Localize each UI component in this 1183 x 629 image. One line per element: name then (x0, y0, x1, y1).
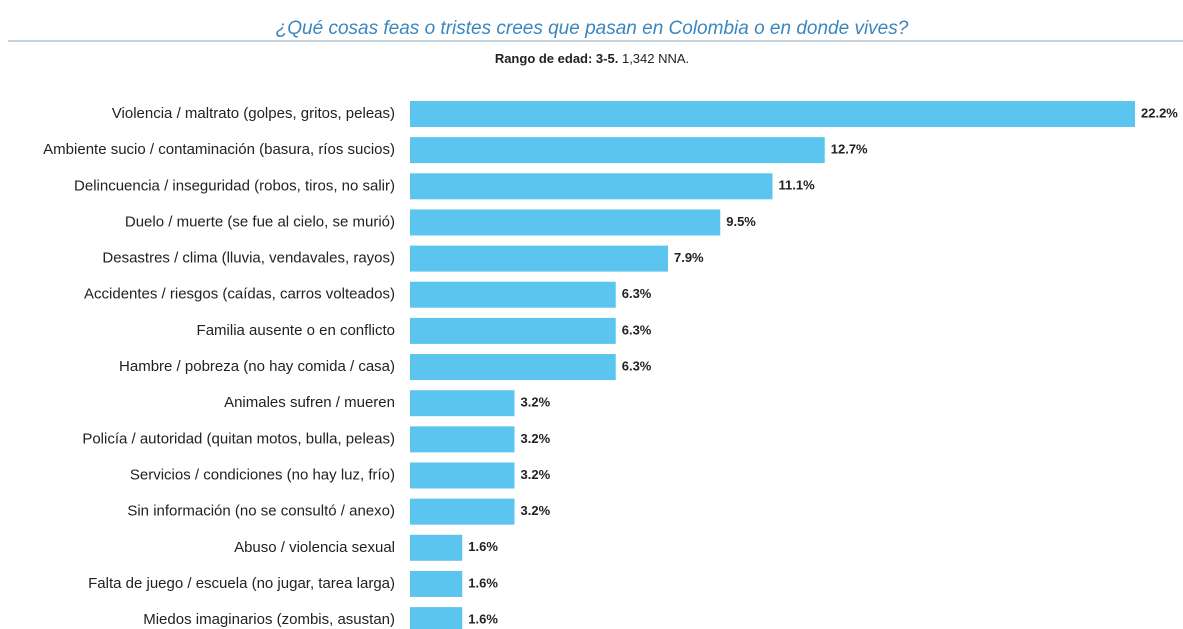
bar (410, 390, 515, 417)
bar (410, 534, 463, 561)
bar (410, 209, 721, 236)
category-label: Violencia / maltrato (golpes, gritos, pe… (112, 105, 395, 122)
value-label: 1.6% (468, 612, 498, 627)
bar (410, 317, 616, 344)
value-label: 7.9% (674, 250, 704, 265)
bar (410, 462, 515, 489)
category-label: Miedos imaginarios (zombis, asustan) (143, 611, 395, 628)
bar (410, 498, 515, 525)
subtitle-bold: Rango de edad: 3-5. (495, 51, 619, 66)
value-label: 3.2% (521, 395, 551, 410)
category-label: Abuso / violencia sexual (234, 539, 395, 556)
value-label: 3.2% (521, 467, 551, 482)
category-label: Delincuencia / inseguridad (robos, tiros… (74, 177, 395, 194)
category-label: Falta de juego / escuela (no jugar, tare… (88, 575, 395, 592)
category-label: Servicios / condiciones (no hay luz, frí… (130, 466, 395, 483)
subtitle-rest: 1,342 NNA. (622, 51, 689, 66)
bar (410, 426, 515, 453)
value-label: 6.3% (622, 322, 652, 337)
category-label: Accidentes / riesgos (caídas, carros vol… (84, 286, 395, 303)
value-label: 6.3% (622, 358, 652, 373)
value-label: 1.6% (468, 575, 498, 590)
category-label: Sin información (no se consultó / anexo) (127, 503, 395, 520)
chart-title: ¿Qué cosas feas o tristes crees que pasa… (276, 18, 909, 39)
bar (410, 173, 773, 200)
bar (410, 137, 825, 164)
category-label: Hambre / pobreza (no hay comida / casa) (119, 358, 395, 375)
value-label: 11.1% (779, 178, 816, 193)
value-label: 6.3% (622, 286, 652, 301)
value-label: 22.2% (1141, 105, 1178, 120)
bar (410, 570, 463, 597)
value-label: 3.2% (521, 431, 551, 446)
value-label: 12.7% (831, 142, 868, 157)
category-label: Animales sufren / mueren (224, 394, 395, 411)
category-label: Familia ausente o en conflicto (197, 322, 395, 339)
category-label: Desastres / clima (lluvia, vendavales, r… (102, 250, 395, 267)
category-label: Duelo / muerte (se fue al cielo, se muri… (125, 213, 395, 230)
category-label: Policía / autoridad (quitan motos, bulla… (82, 430, 395, 447)
bar (410, 354, 616, 381)
value-label: 1.6% (468, 539, 498, 554)
bar (410, 607, 463, 629)
value-label: 3.2% (521, 503, 551, 518)
category-label: Ambiente sucio / contaminación (basura, … (43, 141, 395, 158)
bar (410, 281, 616, 308)
value-label: 9.5% (726, 214, 756, 229)
subtitle: Rango de edad: 3-5. 1,342 NNA. (495, 51, 689, 66)
bar (410, 245, 668, 272)
bar (410, 101, 1135, 127)
